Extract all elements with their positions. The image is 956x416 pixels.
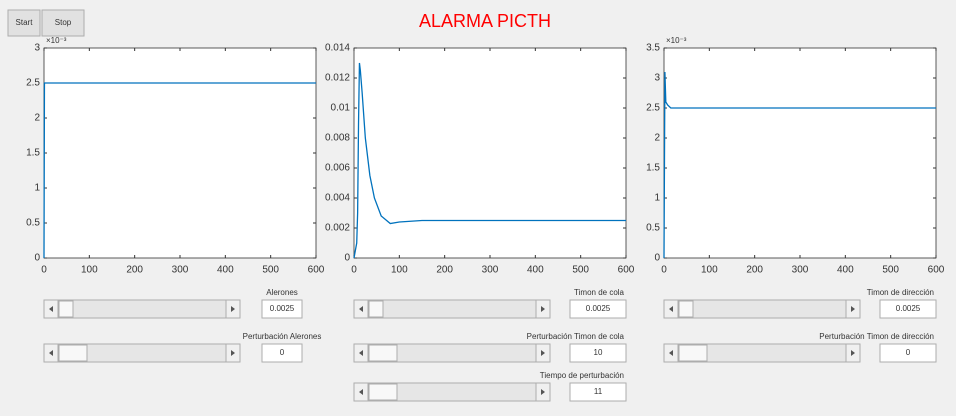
control-label: Alerones: [266, 288, 298, 297]
y-tick-label: 1: [34, 183, 40, 194]
y-tick-label: 2: [34, 113, 40, 124]
slider-thumb[interactable]: [58, 344, 88, 362]
data-line: [353, 62, 626, 259]
x-tick-label: 600: [928, 265, 945, 276]
control-label: Timon de cola: [574, 288, 625, 297]
y-tick-label: 2.5: [646, 103, 660, 114]
y-tick-label: 3.5: [646, 43, 660, 54]
y-tick-label: 0.014: [325, 43, 350, 54]
y-tick-label: 0: [34, 253, 40, 264]
x-tick-label: 300: [792, 265, 809, 276]
edit-value: 11: [594, 387, 603, 396]
y-tick-label: 0.004: [325, 193, 350, 204]
y-tick-label: 1.5: [26, 148, 40, 159]
y-tick-label: 1.5: [646, 163, 660, 174]
x-tick-label: 300: [482, 265, 499, 276]
y-tick-label: 0.008: [325, 133, 350, 144]
slider-thumb[interactable]: [58, 300, 74, 318]
plot-area: [663, 47, 937, 259]
control-label: Timon de dirección: [867, 288, 934, 297]
edit-box[interactable]: [569, 382, 627, 402]
y-multiplier: ×10⁻³: [46, 36, 67, 45]
slider-thumb[interactable]: [678, 344, 708, 362]
edit-value: 0: [280, 348, 285, 357]
slider-thumb[interactable]: [368, 300, 384, 318]
x-tick-label: 500: [572, 265, 589, 276]
edit-value: 0: [906, 348, 911, 357]
x-tick-label: 100: [391, 265, 408, 276]
data-line: [43, 82, 316, 259]
x-tick-label: 200: [746, 265, 763, 276]
y-tick-label: 0: [654, 253, 660, 264]
y-tick-label: 2: [654, 133, 660, 144]
edit-box[interactable]: [569, 343, 627, 363]
x-tick-label: 600: [618, 265, 635, 276]
y-tick-label: 0: [344, 253, 350, 264]
x-tick-label: 0: [41, 265, 47, 276]
x-tick-label: 400: [527, 265, 544, 276]
control-label: Perturbación Alerones: [243, 332, 322, 341]
slider-thumb[interactable]: [368, 383, 398, 401]
slider-thumb[interactable]: [368, 344, 398, 362]
plot-area: [43, 47, 317, 259]
y-multiplier: ×10⁻³: [666, 36, 687, 45]
y-tick-label: 3: [34, 43, 40, 54]
edit-box[interactable]: [879, 343, 937, 363]
y-tick-label: 0.002: [325, 223, 350, 234]
stop-label: Stop: [55, 18, 72, 27]
y-tick-label: 0.5: [26, 218, 40, 229]
y-tick-label: 0.006: [325, 163, 350, 174]
start-label: Start: [16, 18, 34, 27]
control-label: Perturbación Timon de dirección: [819, 332, 934, 341]
x-tick-label: 200: [436, 265, 453, 276]
control-label: Perturbación Timon de cola: [527, 332, 625, 341]
edit-box[interactable]: [261, 299, 303, 319]
y-tick-label: 1: [654, 193, 660, 204]
x-tick-label: 400: [837, 265, 854, 276]
x-tick-label: 600: [308, 265, 325, 276]
x-tick-label: 100: [701, 265, 718, 276]
y-tick-label: 0.01: [331, 103, 351, 114]
x-tick-label: 0: [661, 265, 667, 276]
x-tick-label: 500: [262, 265, 279, 276]
x-tick-label: 400: [217, 265, 234, 276]
x-tick-label: 0: [351, 265, 357, 276]
x-tick-label: 100: [81, 265, 98, 276]
slider-thumb[interactable]: [678, 300, 694, 318]
y-tick-label: 0.5: [646, 223, 660, 234]
plot-area: [353, 47, 627, 259]
y-tick-label: 3: [654, 73, 660, 84]
edit-value: 0.0025: [270, 304, 295, 313]
start-button[interactable]: [7, 9, 41, 37]
x-tick-label: 200: [126, 265, 143, 276]
y-tick-label: 2.5: [26, 78, 40, 89]
edit-box[interactable]: [879, 299, 937, 319]
x-tick-label: 300: [172, 265, 189, 276]
title: ALARMA PICTH: [419, 11, 551, 31]
edit-value: 0.0025: [896, 304, 921, 313]
edit-value: 0.0025: [586, 304, 611, 313]
control-label: Tiempo de perturbación: [540, 371, 624, 380]
edit-box[interactable]: [261, 343, 303, 363]
edit-box[interactable]: [569, 299, 627, 319]
x-tick-label: 500: [882, 265, 899, 276]
data-line: [663, 71, 936, 259]
stop-button[interactable]: [41, 9, 85, 37]
y-tick-label: 0.012: [325, 73, 350, 84]
edit-value: 10: [594, 348, 603, 357]
